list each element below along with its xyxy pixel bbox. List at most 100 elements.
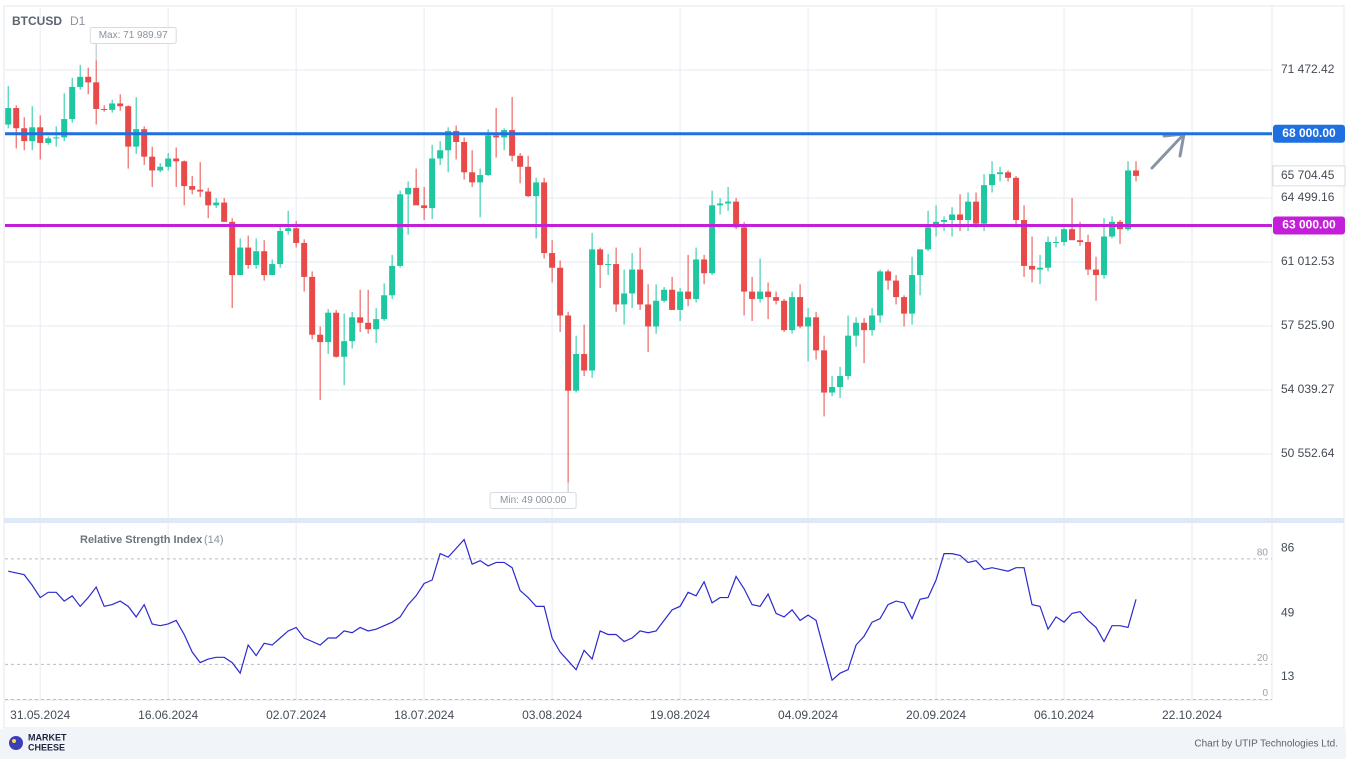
arrow-shaft — [1150, 132, 1186, 170]
candle-body — [1077, 240, 1084, 243]
price-level-label: 63 000.00 — [1282, 218, 1336, 232]
x-tick-label: 18.07.2024 — [394, 708, 454, 722]
annotation-box — [89, 26, 177, 44]
candle-body — [309, 276, 316, 335]
candle-body — [981, 185, 988, 224]
candle-body — [389, 265, 396, 296]
candle-body — [293, 228, 300, 243]
x-tick-label: 16.06.2024 — [138, 708, 198, 722]
x-tick-label: 02.07.2024 — [266, 708, 326, 722]
candle-body — [165, 158, 172, 167]
annotation-label: Min: 49 000.00 — [500, 495, 567, 506]
candle-body — [1133, 170, 1140, 176]
candle-body — [101, 108, 108, 110]
candle-body — [53, 137, 60, 139]
candle-body — [669, 289, 676, 310]
indicator-tick-label: 13 — [1281, 669, 1295, 683]
candle-body — [1085, 242, 1092, 270]
candle-body — [941, 220, 948, 222]
candle-body — [525, 166, 532, 197]
candle-body — [1029, 265, 1036, 270]
candle-body — [637, 269, 644, 305]
candle-body — [133, 129, 140, 147]
y-tick-label: 64 499.16 — [1281, 190, 1335, 204]
candle-body — [45, 138, 52, 143]
candle-body — [861, 322, 868, 331]
candle-body — [77, 76, 84, 87]
candle-body — [773, 297, 780, 301]
current-price-label: 65 704.45 — [1281, 168, 1335, 182]
candle-body — [341, 341, 348, 357]
candle-body — [837, 376, 844, 388]
candle-body — [725, 201, 732, 204]
price-level-tag — [1273, 216, 1345, 235]
candle-body — [1053, 242, 1060, 244]
indicator-line — [8, 538, 1137, 682]
candle-body — [877, 271, 884, 316]
candle-body — [573, 354, 580, 391]
level-label: 80 — [1257, 548, 1269, 559]
candle-body — [509, 130, 516, 156]
candle-body — [189, 186, 196, 190]
candle-body — [605, 264, 612, 266]
candle-body — [1005, 172, 1012, 178]
candle-body — [989, 174, 996, 186]
candle-body — [485, 135, 492, 176]
candle-body — [589, 249, 596, 371]
candle-body — [693, 259, 700, 299]
candle-body — [829, 387, 836, 393]
candle-body — [733, 201, 740, 228]
candle-body — [253, 251, 260, 265]
indicator-tick-label: 86 — [1281, 541, 1295, 555]
candle-body — [885, 271, 892, 281]
y-tick-label: 61 012.53 — [1281, 254, 1335, 268]
candle-body — [957, 214, 964, 221]
footer-bar — [0, 729, 1346, 759]
indicator-name: Relative Strength Index — [80, 534, 203, 546]
credit: Chart by UTIP Technologies Ltd. — [1194, 739, 1338, 750]
candle-body — [749, 291, 756, 299]
candle-body — [237, 247, 244, 276]
candle-body — [85, 76, 92, 83]
candle-body — [997, 172, 1004, 175]
candle-body — [805, 317, 812, 327]
x-tick-label: 06.10.2024 — [1034, 708, 1094, 722]
candle-body — [69, 86, 76, 120]
logo-text: MARKET — [28, 732, 67, 742]
candle-body — [813, 317, 820, 351]
candle-body — [685, 291, 692, 299]
candle-body — [821, 350, 828, 393]
candle-body — [653, 300, 660, 327]
candle-body — [1101, 236, 1108, 276]
candle-body — [701, 259, 708, 274]
x-tick-label: 04.09.2024 — [778, 708, 838, 722]
candle-body — [13, 108, 20, 129]
annotation-label: Max: 71 989.97 — [99, 30, 168, 41]
candle-body — [517, 155, 524, 167]
candle-body — [845, 335, 852, 377]
candle-body — [477, 175, 484, 183]
candle-body — [461, 141, 468, 173]
candle-body — [181, 161, 188, 187]
candle-body — [1013, 177, 1020, 221]
candle-body — [549, 253, 556, 268]
current-price-tag — [1272, 165, 1346, 187]
candle-body — [1045, 242, 1052, 268]
candle-body — [797, 297, 804, 327]
candle-body — [301, 242, 308, 277]
y-tick-label: 50 552.64 — [1281, 446, 1335, 460]
candle-body — [533, 182, 540, 197]
candle-body — [677, 291, 684, 310]
candle-body — [453, 130, 460, 142]
candle-body — [333, 312, 340, 357]
candle-body — [557, 267, 564, 316]
logo-icon — [12, 739, 16, 743]
logo-icon — [9, 736, 23, 750]
candle-body — [221, 202, 228, 222]
candle-body — [397, 194, 404, 266]
candle-body — [621, 293, 628, 305]
candle-body — [949, 214, 956, 221]
annotation-box — [489, 491, 577, 509]
logo-text: CHEESE — [28, 742, 65, 752]
